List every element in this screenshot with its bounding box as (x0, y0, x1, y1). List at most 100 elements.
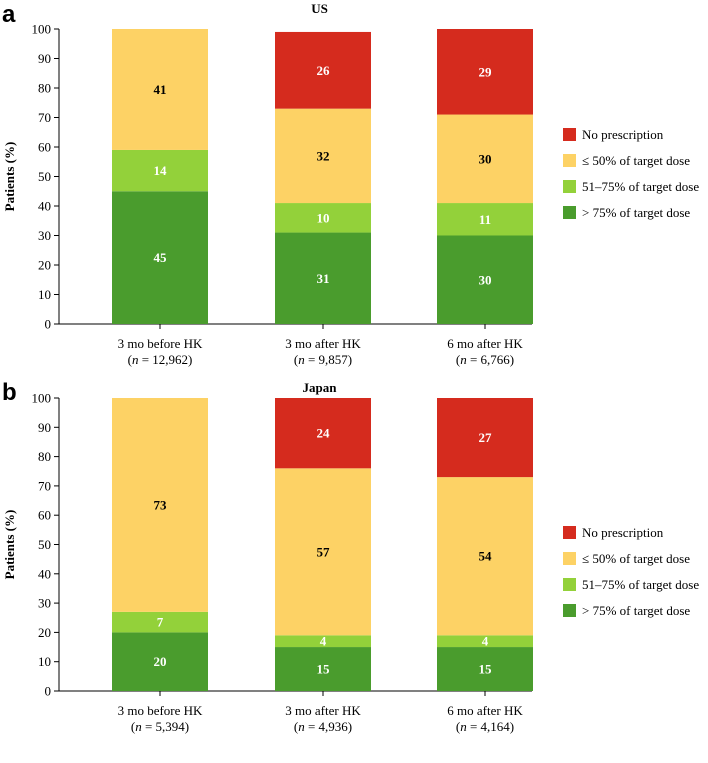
bar-segment (275, 647, 371, 691)
bar-segment (437, 398, 533, 478)
bar-data-label: 4 (482, 634, 489, 649)
category-n-label: (n = 4,164) (456, 719, 514, 734)
category-label: 6 mo after HK (447, 336, 523, 351)
bar-data-label: 26 (317, 63, 331, 78)
bar-segment (437, 203, 533, 236)
y-tick-label: 90 (38, 420, 51, 435)
panel-letter: b (2, 379, 17, 406)
y-tick-label: 10 (38, 654, 51, 669)
bar-data-label: 7 (157, 615, 164, 630)
chart-panel-a: a US Patients (%) 0 10 20 30 40 50 60 70 80 90 100 45 1… (2, 1, 699, 367)
category-label: 6 mo after HK (447, 703, 523, 718)
y-tick-label: 20 (38, 258, 51, 273)
legend-swatch-le-50 (563, 552, 576, 565)
bar-segment (112, 191, 208, 324)
legend-swatch-no-prescription (563, 526, 576, 539)
legend-swatch-le-50 (563, 154, 576, 167)
y-tick-label: 40 (38, 199, 51, 214)
y-tick-label: 10 (38, 287, 51, 302)
bar-segment (437, 477, 533, 636)
bar-segment (275, 635, 371, 648)
category-n-label: (n = 9,857) (294, 352, 352, 367)
bar-data-label: 4 (320, 634, 327, 649)
y-tick-label: 50 (38, 169, 51, 184)
bar-data-label: 30 (479, 151, 492, 166)
chart-title: Japan (303, 380, 338, 395)
bar-segment (112, 611, 208, 633)
bar-data-label: 15 (317, 662, 331, 677)
bar-segment (437, 114, 533, 204)
bar-data-label: 32 (317, 148, 330, 163)
bar-segment (437, 647, 533, 691)
bar-data-label: 45 (154, 250, 168, 265)
category-label: 3 mo before HK (118, 336, 203, 351)
category-n-label: (n = 5,394) (131, 719, 189, 734)
bar-segment (112, 29, 208, 150)
y-tick-label: 80 (38, 449, 51, 464)
legend-label: No prescription (582, 525, 664, 540)
bar-data-label: 15 (479, 662, 493, 677)
bar-data-label: 27 (479, 430, 493, 445)
bar-data-label: 10 (317, 210, 330, 225)
y-tick-label: 20 (38, 625, 51, 640)
y-tick-label: 60 (38, 140, 51, 155)
bar-data-label: 24 (317, 426, 331, 441)
bar-data-label: 57 (317, 544, 331, 559)
bar-data-label: 54 (479, 549, 493, 564)
y-axis-label: Patients (%) (2, 142, 17, 212)
bar-data-label: 11 (479, 212, 491, 227)
legend-swatch-gt-75 (563, 206, 576, 219)
bar-segment (275, 108, 371, 204)
y-tick-label: 50 (38, 537, 51, 552)
bar-data-label: 29 (479, 64, 493, 79)
y-tick-label: 100 (32, 22, 52, 37)
category-n-label: (n = 6,766) (456, 352, 514, 367)
bar-segment (437, 235, 533, 324)
legend-label: No prescription (582, 127, 664, 142)
y-tick-label: 70 (38, 478, 51, 493)
legend-label: 51–75% of target dose (582, 577, 699, 592)
bar-segment (275, 398, 371, 469)
legend-label: 51–75% of target dose (582, 179, 699, 194)
bar-data-label: 31 (317, 271, 330, 286)
y-tick-label: 100 (32, 391, 52, 406)
y-axis-label: Patients (%) (2, 510, 17, 580)
bar-segment (275, 31, 371, 109)
category-n-label: (n = 12,962) (128, 352, 193, 367)
bar-segment (437, 635, 533, 648)
category-label: 3 mo after HK (285, 703, 361, 718)
legend-label: ≤ 50% of target dose (582, 153, 690, 168)
category-label: 3 mo after HK (285, 336, 361, 351)
y-tick-label: 60 (38, 508, 51, 523)
bar-data-label: 41 (154, 82, 167, 97)
bar-segment (112, 632, 208, 691)
bar-data-label: 30 (479, 272, 492, 287)
legend-swatch-gt-75 (563, 604, 576, 617)
bar-data-label: 73 (154, 497, 168, 512)
legend-label: > 75% of target dose (582, 205, 690, 220)
bar-data-label: 14 (154, 163, 168, 178)
bar-segment (437, 29, 533, 115)
bar-segment (275, 468, 371, 636)
y-tick-label: 0 (45, 317, 52, 332)
category-label: 3 mo before HK (118, 703, 203, 718)
legend-swatch-no-prescription (563, 128, 576, 141)
y-tick-label: 30 (38, 596, 51, 611)
y-tick-label: 40 (38, 566, 51, 581)
y-tick-label: 30 (38, 228, 51, 243)
bar-segment (275, 203, 371, 233)
y-tick-label: 0 (45, 684, 52, 699)
panel-letter: a (2, 1, 16, 28)
bar-segment (112, 398, 208, 612)
y-tick-label: 90 (38, 51, 51, 66)
legend-label: > 75% of target dose (582, 603, 690, 618)
category-n-label: (n = 4,936) (294, 719, 352, 734)
bar-data-label: 20 (154, 654, 167, 669)
legend-swatch-p51-75 (563, 578, 576, 591)
chart-panel-b: b Japan Patients (%) 0 10 20 30 40 50 60 70 80 90 100… (2, 379, 699, 734)
legend-label: ≤ 50% of target dose (582, 551, 690, 566)
legend-swatch-p51-75 (563, 180, 576, 193)
bar-segment (112, 149, 208, 192)
